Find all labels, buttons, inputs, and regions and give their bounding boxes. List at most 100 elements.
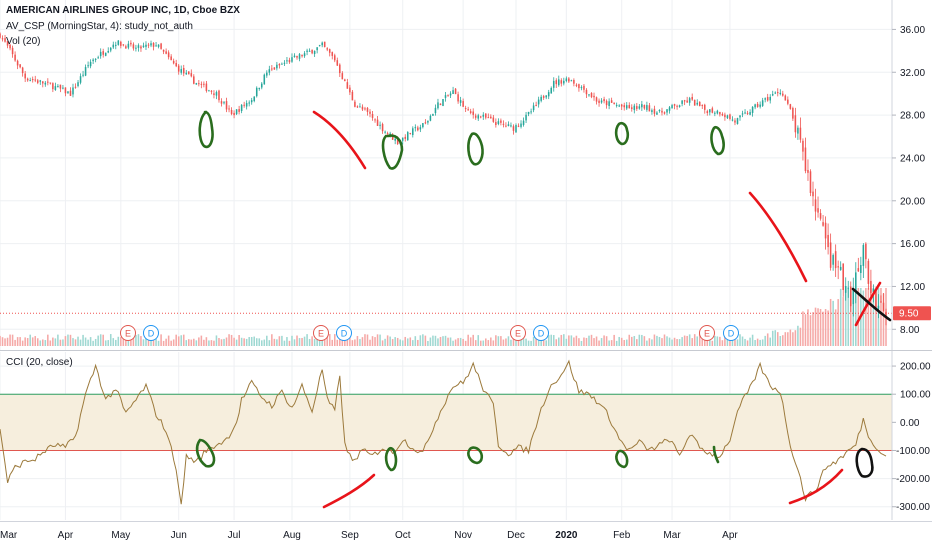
volume-bar (283, 340, 286, 346)
volume-bar (233, 337, 235, 346)
candle-body (469, 111, 472, 113)
candle-body (782, 93, 784, 96)
volume-bar (502, 339, 505, 346)
candle-body (507, 124, 510, 126)
candle-body (749, 112, 751, 115)
volume-bar (79, 339, 82, 346)
volume-bar (819, 308, 822, 346)
volume-bar (613, 334, 615, 346)
volume-bar (492, 340, 495, 346)
candle-body (429, 115, 432, 121)
candle-body (585, 89, 588, 95)
volume-bar (205, 337, 208, 346)
green-circle-oct-price (467, 132, 484, 166)
volume-bar (716, 336, 719, 346)
volume-bar (240, 337, 243, 346)
earnings-marker[interactable] (313, 325, 329, 341)
candle-body (746, 112, 749, 114)
volume-bar (482, 340, 485, 346)
dividend-marker[interactable] (143, 325, 159, 341)
volume-bar (404, 336, 407, 346)
study-volume-label[interactable]: Vol (20) (6, 36, 41, 47)
candle-body (683, 100, 686, 102)
time-tick-label: Mar (0, 530, 18, 541)
candle-body (588, 94, 590, 96)
candle-body (281, 63, 283, 65)
dividend-marker[interactable] (533, 325, 549, 341)
candle-body (235, 109, 238, 115)
candle-body (817, 208, 819, 213)
earnings-marker[interactable] (699, 325, 715, 341)
volume-bar (598, 340, 600, 346)
candle-body (653, 108, 656, 114)
volume-bar (167, 335, 170, 346)
candle-body (301, 54, 303, 57)
candle-body (537, 99, 540, 105)
candle-body (19, 64, 21, 68)
candle-body (150, 43, 152, 46)
candle-body (245, 103, 248, 107)
cci-title[interactable]: CCI (20, close) (6, 357, 73, 368)
cci-tick-label: 100.00 (900, 390, 931, 401)
candle-body (376, 119, 379, 126)
volume-bar (550, 334, 553, 346)
price-axis[interactable]: 36.00 32.00 28.00 24.00 20.00 16.00 12.00 8.00 (892, 25, 925, 336)
volume-bar (449, 337, 452, 346)
candle-body (643, 104, 646, 109)
volume-bar (175, 334, 177, 346)
candle-body (520, 123, 522, 127)
volume-bar (296, 335, 298, 346)
volume-bar (739, 334, 741, 346)
volume-bar (409, 337, 412, 346)
volume-bar (537, 336, 540, 346)
candle-body (610, 100, 613, 103)
time-tick-label: Feb (613, 530, 631, 541)
candle-body (341, 73, 344, 80)
candle-body (623, 105, 626, 108)
candle-body (673, 104, 676, 106)
earnings-marker[interactable] (120, 325, 136, 341)
volume-bar (555, 339, 558, 346)
volume-bar (62, 339, 64, 346)
candle-body (417, 127, 419, 131)
candle-body (724, 114, 726, 118)
candle-body (369, 111, 371, 114)
volume-bar (381, 340, 384, 346)
volume-bar (94, 338, 97, 346)
candle-body (419, 127, 422, 130)
candle-body (736, 118, 739, 124)
volume-bar (369, 339, 371, 346)
volume-bar (681, 337, 683, 346)
candle-body (834, 251, 837, 269)
volume-bar (875, 289, 877, 346)
volume-bar (99, 334, 102, 346)
candle-body (492, 117, 495, 122)
candle-body (44, 82, 47, 85)
cci-axis[interactable]: 200.00 100.00 0.00 -100.00 -200.00 -300.00 (892, 362, 931, 514)
time-axis[interactable]: Mar Apr May Jun Jul Aug Sep Oct Nov Dec 2020 Feb Mar… (0, 530, 738, 541)
volume-bar (457, 338, 459, 346)
volume-bar (213, 340, 215, 346)
symbol-title[interactable]: AMERICAN AIRLINES GROUP INC, 1D, Cboe BZ… (6, 5, 240, 16)
earnings-marker[interactable] (510, 325, 526, 341)
candle-body (102, 51, 104, 55)
last-price-tag-bg (893, 306, 931, 321)
volume-bar (807, 309, 809, 346)
candle-body (273, 67, 276, 70)
candle-body (754, 104, 756, 108)
volume-bar (427, 340, 429, 346)
dividend-marker[interactable] (723, 325, 739, 341)
candle-body (82, 74, 84, 76)
volume-bar (298, 338, 301, 346)
cci-line (0, 359, 887, 505)
volume-bar (87, 339, 89, 346)
candle-body (132, 44, 135, 49)
time-tick-label: Jul (228, 530, 241, 541)
dividend-marker[interactable] (336, 325, 352, 341)
study-morningstar-label[interactable]: AV_CSP (MorningStar, 4): study_not_auth (6, 21, 193, 32)
candle-body (646, 105, 648, 110)
candle-body (94, 58, 97, 60)
volume-bar (749, 337, 751, 346)
volume-bar (693, 334, 696, 346)
candle-body (21, 67, 24, 74)
